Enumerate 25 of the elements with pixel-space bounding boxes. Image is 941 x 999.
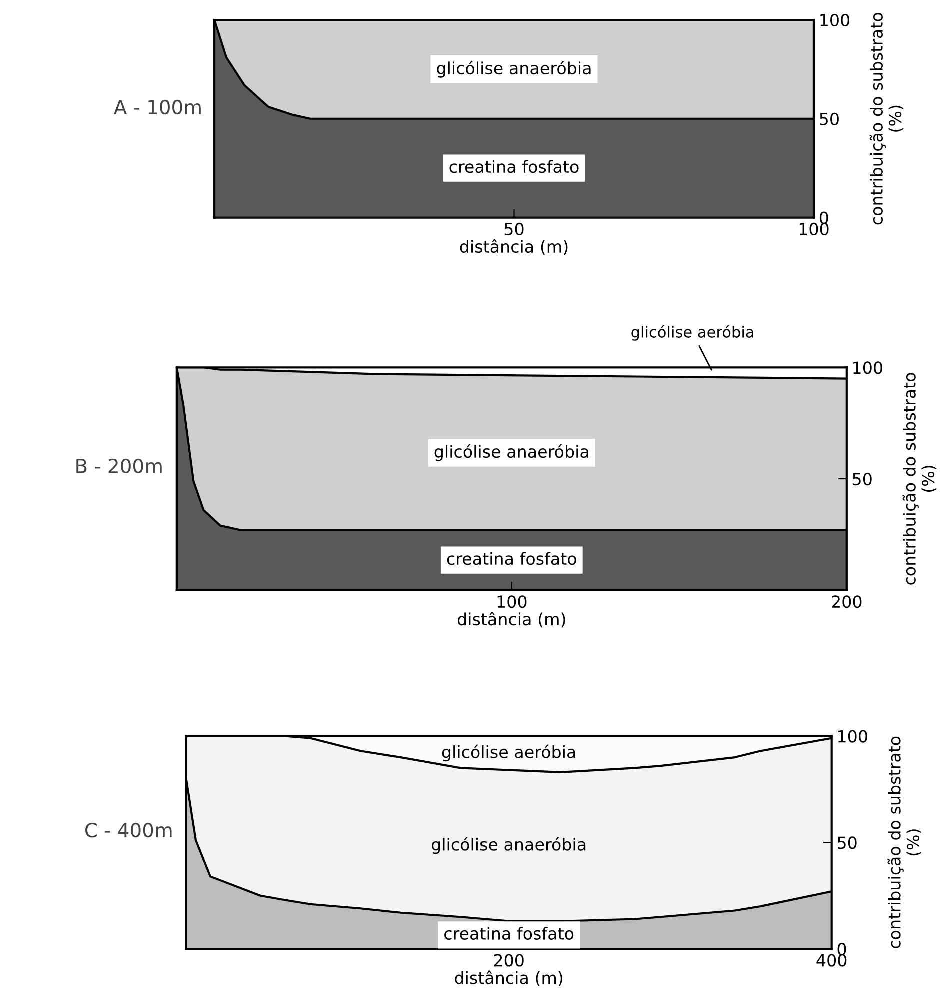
y-axis-title: contribuição do substrato (%)	[888, 736, 922, 948]
y-axis-title: contribuição do substrato (%)	[902, 373, 937, 585]
x-tick-label: 200	[832, 596, 862, 608]
series-label: glicólise anaeróbia	[437, 61, 591, 78]
text: B - 200m	[76, 458, 162, 474]
x-axis-title: distância (m)	[458, 612, 566, 628]
x-axis-title: distância (m)	[460, 239, 568, 256]
text: A - 100m	[114, 100, 201, 115]
x-axis-title: distância (m)	[455, 970, 563, 986]
series-label: creatina fosfato	[447, 552, 576, 566]
y-tick-label: 100	[838, 730, 868, 743]
y-tick-label: 50	[820, 112, 839, 126]
series-label: glicólise anaeróbia	[434, 444, 588, 462]
x-tick-label: 200	[494, 954, 524, 967]
y-tick-label: 100	[820, 14, 850, 27]
series-label: glicólise aeróbia	[442, 744, 576, 762]
series-label: creatina fosfato	[444, 927, 574, 940]
series-label: glicólise aeróbia	[632, 326, 754, 341]
series-label: glicólise anaeróbia	[432, 837, 586, 854]
series-label: creatina fosfato	[450, 160, 579, 174]
y-tick-label: 50	[838, 836, 857, 850]
y-tick-label: 50	[853, 472, 872, 486]
text: C - 400m	[85, 822, 172, 838]
x-tick-label: 400	[816, 954, 847, 967]
y-axis-title: contribuição do substrato (%)	[870, 13, 904, 225]
